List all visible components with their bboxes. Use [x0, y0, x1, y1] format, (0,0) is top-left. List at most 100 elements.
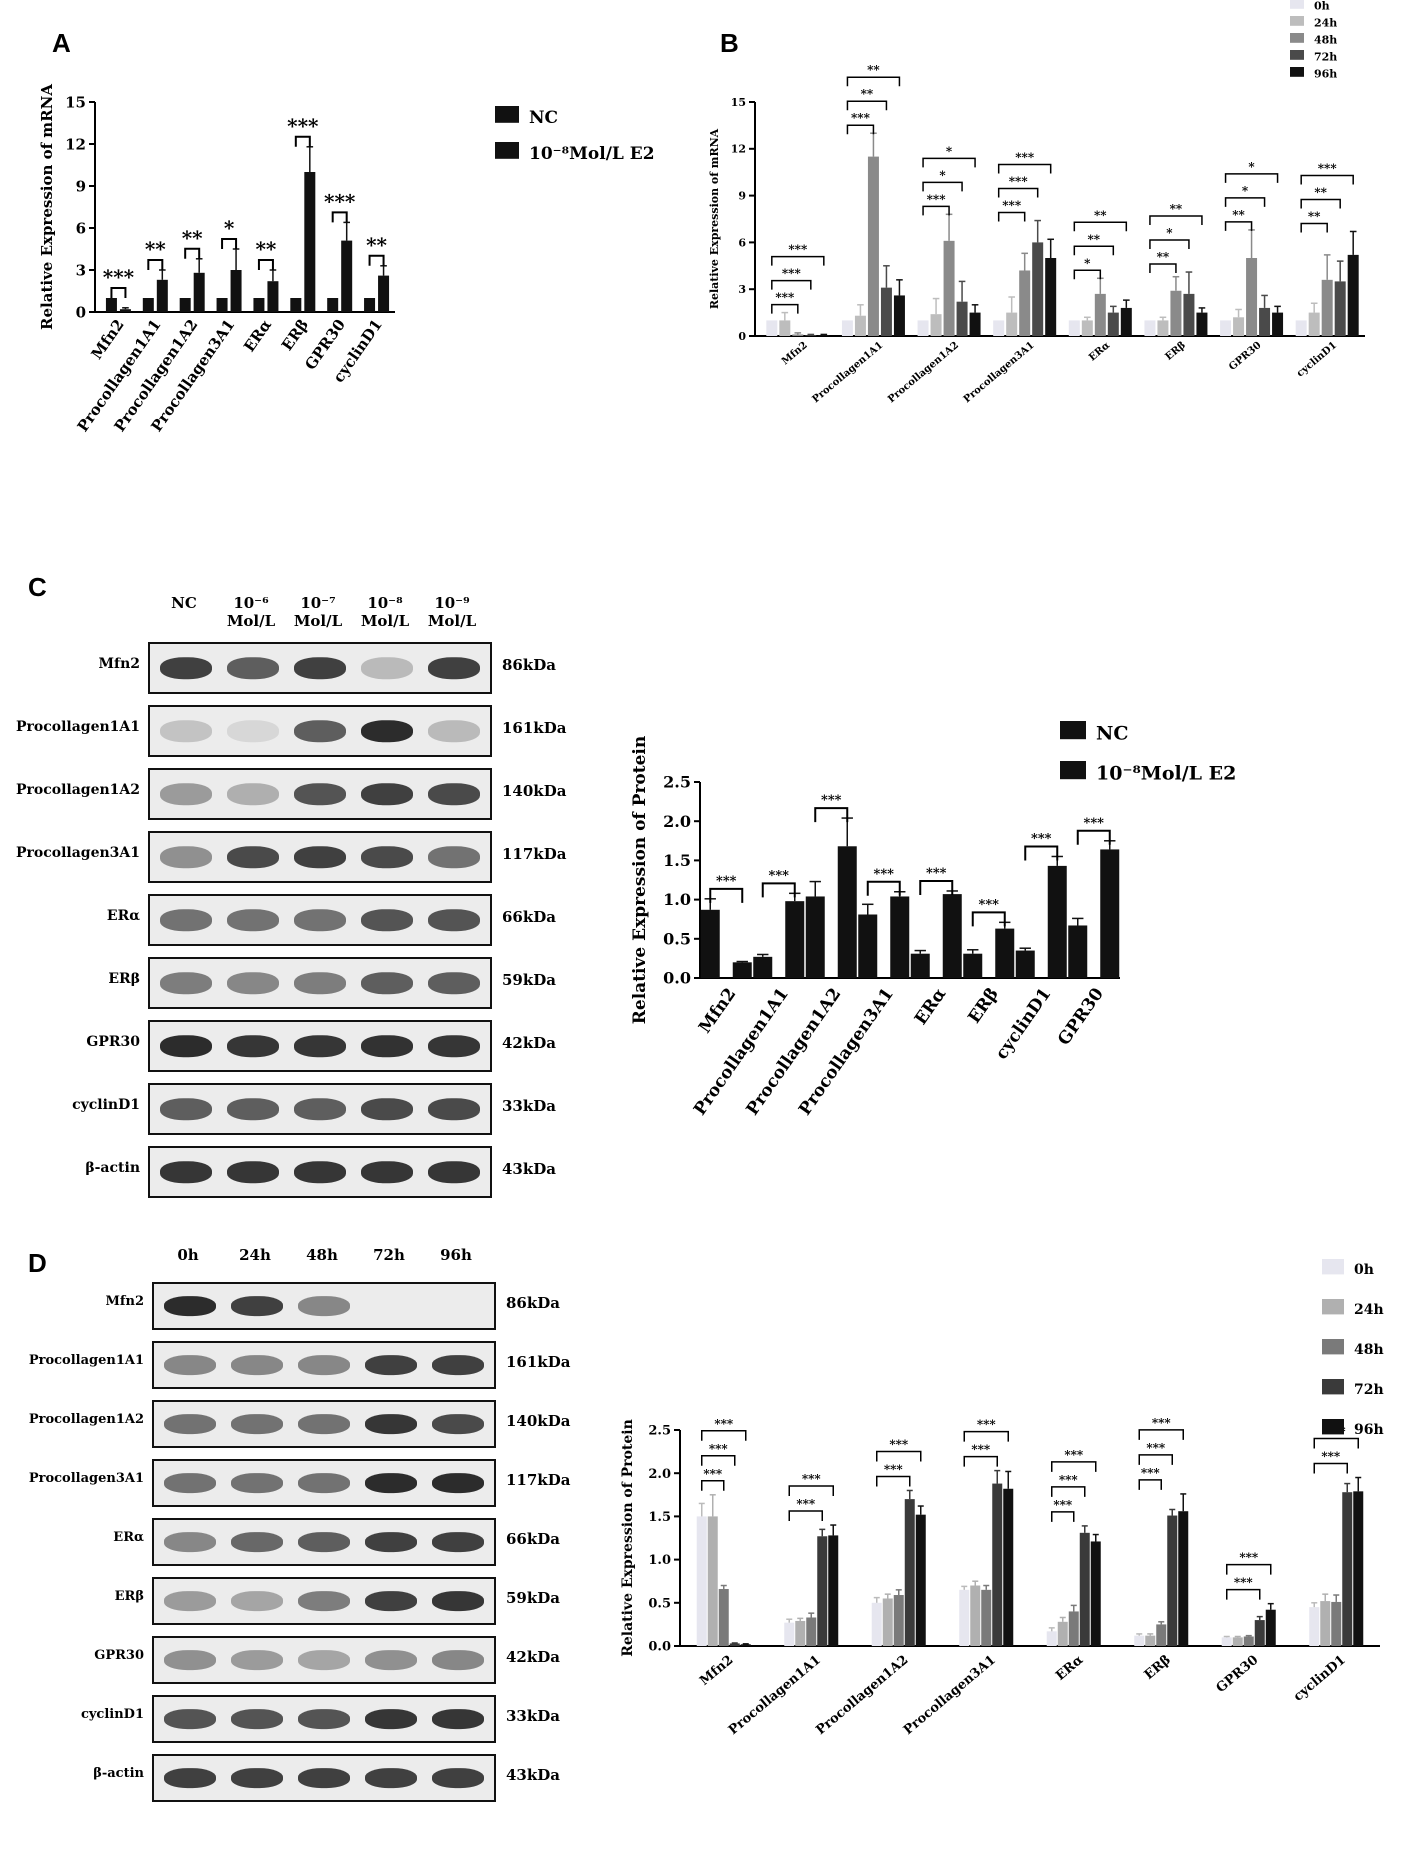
- y-tick-label: 3: [738, 283, 746, 296]
- blot-band: [231, 1296, 283, 1316]
- blot-band: [294, 909, 346, 931]
- blot-band: [365, 1473, 417, 1493]
- legend-swatch: [1322, 1419, 1344, 1435]
- blot-column-header: 96h: [440, 1246, 472, 1264]
- bar: [890, 896, 910, 978]
- bar: [1015, 950, 1035, 978]
- blot-strip: [148, 1083, 492, 1135]
- bar: [963, 953, 983, 978]
- blot-band: [432, 1768, 484, 1788]
- blot-band: [361, 846, 413, 868]
- significance-label: ***: [977, 1418, 997, 1432]
- blot-strip: [152, 1577, 496, 1625]
- significance-bracket: [1076, 829, 1111, 845]
- blot-kda-label: 117kDa: [502, 845, 567, 863]
- blot-band: [164, 1650, 216, 1670]
- blot-band: [428, 846, 480, 868]
- blot-band: [231, 1355, 283, 1375]
- blot-column-header: 10⁻⁸ Mol/L: [360, 594, 410, 630]
- y-axis-label: Relative Expression of Protein: [630, 736, 650, 1024]
- significance-label: *: [1084, 256, 1091, 270]
- category-label: GPR30: [1214, 1653, 1262, 1696]
- blot-band: [160, 972, 212, 994]
- category-label: Procollagen3A1: [795, 984, 898, 1119]
- blot-band: [428, 972, 480, 994]
- blot-band: [428, 1098, 480, 1120]
- category-label: ERβ: [964, 984, 1002, 1027]
- bar: [1081, 320, 1093, 336]
- significance-bracket: [294, 135, 311, 147]
- bar: [828, 1535, 839, 1646]
- bar: [753, 956, 773, 978]
- legend-label: 96h: [1354, 1422, 1384, 1438]
- legend-label: 48h: [1314, 33, 1337, 46]
- blot-row-label: β-actin: [93, 1766, 144, 1781]
- blot-band: [164, 1473, 216, 1493]
- category-label: Mfn2: [697, 1653, 736, 1689]
- significance-label: **: [255, 237, 276, 261]
- bar: [304, 172, 316, 312]
- category-label: ERβ: [278, 316, 312, 354]
- blot-band: [361, 1161, 413, 1183]
- blot-band: [298, 1414, 350, 1434]
- blot-band: [432, 1650, 484, 1670]
- bar: [806, 1617, 817, 1646]
- bar: [253, 298, 265, 312]
- blot-band: [428, 720, 480, 742]
- blot-strip: [152, 1754, 496, 1802]
- bar: [193, 272, 205, 312]
- legend-label: 72h: [1314, 50, 1337, 63]
- category-label: ERα: [240, 316, 275, 356]
- significance-label: *: [1166, 226, 1173, 240]
- panel-label-a: A: [52, 28, 71, 58]
- legend-swatch: [1290, 50, 1304, 60]
- blot-band: [365, 1709, 417, 1729]
- legend-swatch: [1060, 721, 1086, 740]
- blot-row-label: Mfn2: [98, 656, 140, 672]
- bar: [732, 962, 752, 978]
- significance-bracket: [1149, 263, 1177, 274]
- significance-bracket: [1138, 1429, 1184, 1440]
- legend-swatch: [1290, 33, 1304, 43]
- blot-row-label: Mfn2: [105, 1294, 144, 1309]
- significance-label: **: [1088, 232, 1101, 246]
- significance-bracket: [1224, 173, 1279, 183]
- blot-row-label: Procollagen1A2: [28, 1412, 144, 1427]
- significance-label: ***: [1321, 1450, 1341, 1464]
- blot-row-label: cyclinD1: [72, 1097, 140, 1113]
- bar: [230, 270, 242, 312]
- blot-row-label: GPR30: [94, 1648, 144, 1663]
- blot-kda-label: 33kDa: [502, 1097, 556, 1115]
- category-label: cyclinD1: [1291, 1653, 1349, 1705]
- bar: [364, 298, 376, 312]
- panel-label-b: B: [720, 28, 739, 58]
- significance-label: ***: [775, 291, 795, 305]
- legend-swatch: [1290, 0, 1304, 9]
- significance-bracket: [1051, 1511, 1075, 1522]
- y-tick-label: 12: [731, 143, 746, 156]
- blot-column-header: 72h: [373, 1246, 405, 1264]
- bar: [943, 240, 955, 336]
- legend-label: 24h: [1314, 16, 1337, 29]
- significance-label: ***: [714, 1417, 734, 1431]
- blot-band: [227, 783, 279, 805]
- y-tick-label: 0.5: [648, 1596, 671, 1611]
- blot-kda-label: 42kDa: [502, 1034, 556, 1052]
- significance-label: ***: [821, 793, 842, 808]
- y-tick-label: 2.5: [648, 1424, 671, 1439]
- blot-band: [294, 783, 346, 805]
- significance-bracket: [257, 259, 274, 270]
- bar: [1068, 1611, 1079, 1646]
- blot-kda-label: 140kDa: [506, 1412, 571, 1430]
- bar: [179, 298, 191, 312]
- bar: [959, 1589, 970, 1646]
- blot-band: [428, 1035, 480, 1057]
- legend-swatch: [1322, 1339, 1344, 1355]
- blot-strip: [148, 831, 492, 883]
- blot-kda-label: 161kDa: [502, 719, 567, 737]
- bar: [867, 156, 879, 336]
- blot-row-label: ERα: [113, 1530, 144, 1545]
- significance-bracket: [771, 255, 825, 266]
- blot-column-header: NC: [171, 594, 197, 612]
- blot-strip: [148, 1020, 492, 1072]
